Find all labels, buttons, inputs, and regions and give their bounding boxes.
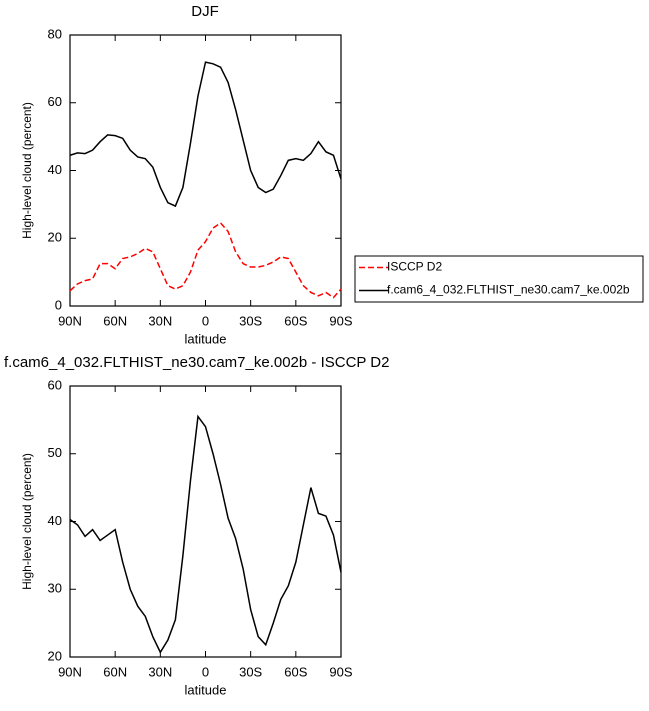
x-axis-label: latitude [185, 682, 227, 697]
x-tick-label: 90N [58, 664, 82, 679]
x-axis-label: latitude [185, 331, 227, 346]
y-axis-label: High-level cloud (percent) [20, 102, 34, 239]
y-tick-label: 60 [48, 94, 62, 109]
x-tick-label: 60N [103, 313, 127, 328]
plot-frame [69, 385, 342, 658]
chart-title: DJF [191, 3, 219, 20]
data-line [69, 414, 342, 654]
x-tick-label: 90S [329, 313, 352, 328]
data-line [69, 61, 342, 208]
y-tick-label: 80 [48, 26, 62, 41]
data-line [69, 222, 342, 299]
x-tick-label: 90N [58, 313, 82, 328]
x-tick-label: 30N [148, 664, 172, 679]
legend-label: f.cam6_4_032.FLTHIST_ne30.cam7_ke.002b [387, 283, 630, 297]
y-tick-label: 40 [48, 513, 62, 528]
legend-label: ISCCP D2 [387, 260, 442, 274]
x-tick-label: 30N [148, 313, 172, 328]
y-tick-label: 20 [48, 230, 62, 245]
x-tick-label: 60S [284, 313, 307, 328]
y-tick-label: 40 [48, 162, 62, 177]
x-tick-label: 90S [329, 664, 352, 679]
legend-box [354, 255, 644, 303]
x-tick-label: 30S [239, 664, 262, 679]
x-tick-label: 60S [284, 664, 307, 679]
x-tick-label: 60N [103, 664, 127, 679]
y-axis-label: High-level cloud (percent) [20, 453, 34, 590]
y-tick-label: 30 [48, 581, 62, 596]
plot-frame [69, 34, 342, 307]
x-tick-label: 0 [202, 664, 209, 679]
y-tick-label: 50 [48, 445, 62, 460]
y-tick-label: 60 [48, 377, 62, 392]
y-tick-label: 0 [55, 297, 62, 312]
y-tick-label: 20 [48, 648, 62, 663]
x-tick-label: 30S [239, 313, 262, 328]
chart-title: f.cam6_4_032.FLTHIST_ne30.cam7_ke.002b -… [4, 354, 389, 371]
x-tick-label: 0 [202, 313, 209, 328]
